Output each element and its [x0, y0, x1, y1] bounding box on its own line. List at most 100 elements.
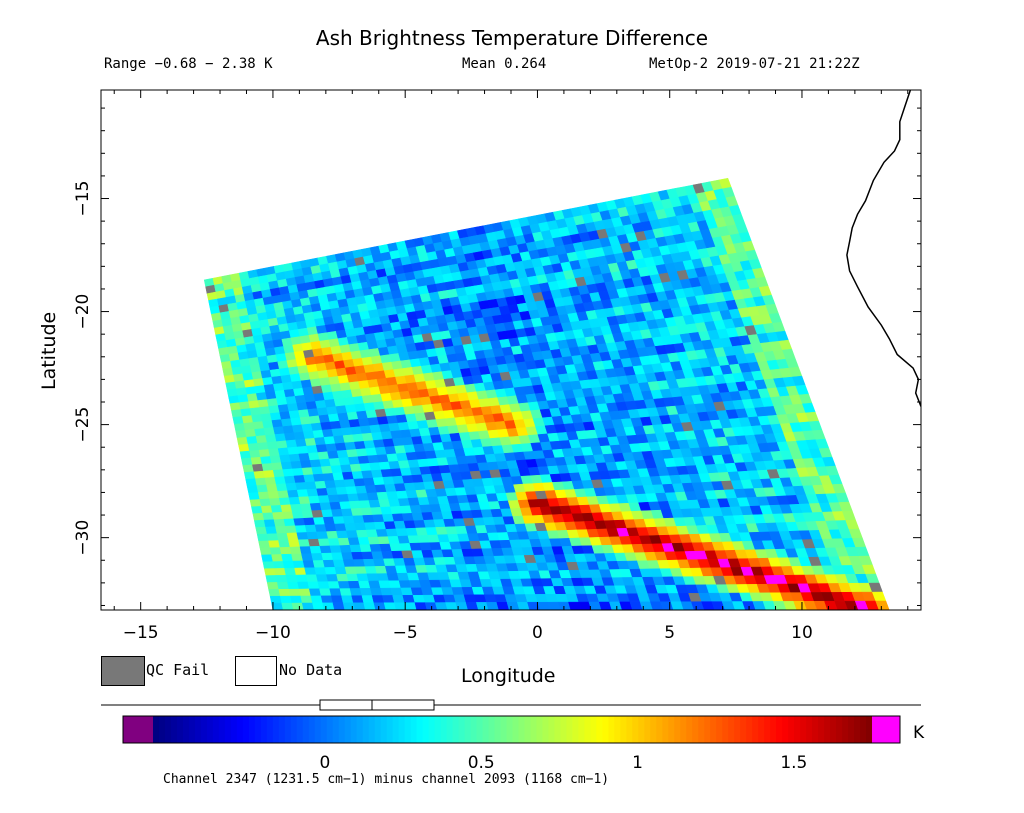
- data-cell: [290, 417, 303, 426]
- colorbar-under: [123, 716, 153, 743]
- colorbar-segment: [176, 716, 184, 743]
- data-cell: [330, 595, 344, 604]
- data-cell: [260, 413, 273, 422]
- colorbar-segment: [386, 716, 394, 743]
- data-cell: [247, 443, 260, 452]
- data-cell: [352, 559, 366, 568]
- data-cell: [331, 552, 344, 561]
- data-cell: [309, 545, 322, 554]
- colorbar-segment: [812, 716, 819, 743]
- colorbar-window: [319, 699, 435, 711]
- data-cell: [257, 399, 270, 408]
- data-cell: [361, 595, 375, 604]
- data-cell: [274, 433, 287, 442]
- data-cell: [266, 398, 279, 407]
- colorbar-segment: [758, 716, 765, 743]
- data-cell: [239, 401, 251, 410]
- colorbar-segment: [794, 716, 801, 743]
- data-cell: [388, 580, 402, 589]
- data-cell: [322, 516, 336, 525]
- data-cell: [272, 511, 285, 520]
- colorbar-tick-label: 0: [320, 753, 331, 773]
- data-cell: [262, 512, 275, 521]
- footnote: Channel 2347 (1231.5 cm−1) minus channel…: [163, 772, 610, 787]
- data-cell: [301, 602, 315, 611]
- data-cell: [302, 560, 316, 569]
- data-cell: [263, 568, 277, 576]
- data-cell: [290, 503, 303, 512]
- data-cell: [269, 368, 282, 378]
- colorbar-segment: [422, 716, 430, 743]
- data-cell: [243, 422, 255, 431]
- data-cell: [321, 552, 334, 561]
- colorbar-segment: [302, 716, 310, 743]
- data-cell: [287, 581, 300, 590]
- data-cell: [342, 515, 355, 524]
- data-cell: [312, 602, 325, 611]
- data-cell: [271, 554, 284, 562]
- data-cell: [301, 510, 314, 519]
- colorbar-segment: [656, 716, 663, 743]
- data-cell: [286, 532, 299, 541]
- data-cell: [304, 567, 317, 576]
- data-cell: [265, 434, 277, 443]
- data-cell: [293, 431, 306, 441]
- data-cell: [327, 538, 341, 547]
- data-cell: [266, 582, 280, 590]
- data-cell: [257, 491, 270, 500]
- data-cell: [240, 408, 252, 417]
- no-data-label: No Data: [279, 661, 343, 679]
- data-cell: [275, 483, 288, 492]
- data-cell: [268, 361, 280, 371]
- colorbar-segment: [536, 716, 544, 743]
- data-cell: [301, 553, 314, 562]
- colorbar-segment: [698, 716, 705, 743]
- data-cell: [288, 588, 302, 597]
- data-cell: [317, 538, 331, 547]
- colorbar-segment: [158, 716, 166, 743]
- data-cell: [344, 566, 358, 575]
- data-cell: [371, 595, 385, 604]
- data-cell: [308, 452, 320, 461]
- data-cell: [294, 567, 307, 576]
- colorbar-segment: [728, 716, 735, 743]
- colorbar-segment: [824, 716, 831, 743]
- data-cell: [353, 602, 366, 611]
- data-cell: [225, 381, 237, 391]
- data-cell: [248, 492, 261, 501]
- data-cell: [314, 437, 327, 446]
- colorbar-segment: [776, 716, 783, 743]
- colorbar-segment: [428, 716, 436, 743]
- data-cell: [319, 502, 332, 511]
- colorbar-segment: [296, 716, 304, 743]
- colorbar-segment: [752, 716, 759, 743]
- data-cell: [265, 391, 277, 400]
- colorbar-segment: [860, 716, 867, 743]
- data-cell: [241, 457, 253, 466]
- data-cell: [282, 468, 295, 477]
- data-cell: [278, 497, 291, 506]
- colorbar-segment: [818, 716, 825, 743]
- data-cell: [272, 561, 285, 569]
- data-cell: [242, 464, 255, 473]
- colorbar-segment: [782, 716, 789, 743]
- data-cell: [232, 416, 245, 425]
- data-cell: [319, 458, 332, 468]
- data-cell: [276, 440, 288, 449]
- data-cell: [342, 602, 356, 611]
- colorbar-segment: [554, 716, 562, 743]
- colorbar-segment: [254, 716, 262, 743]
- data-cell: [392, 595, 405, 603]
- data-cell: [336, 573, 349, 582]
- colorbar-segment: [524, 716, 532, 743]
- y-axis-label-wrap: Latitude: [28, 272, 60, 390]
- data-cell: [242, 372, 254, 381]
- data-cell: [249, 407, 262, 416]
- data-cell: [239, 450, 252, 459]
- data-cell: [301, 467, 314, 476]
- colorbar-segment: [278, 716, 286, 743]
- data-cell: [359, 544, 372, 553]
- colorbar-segment: [476, 716, 484, 743]
- data-cell: [327, 581, 341, 589]
- data-cell: [384, 565, 398, 574]
